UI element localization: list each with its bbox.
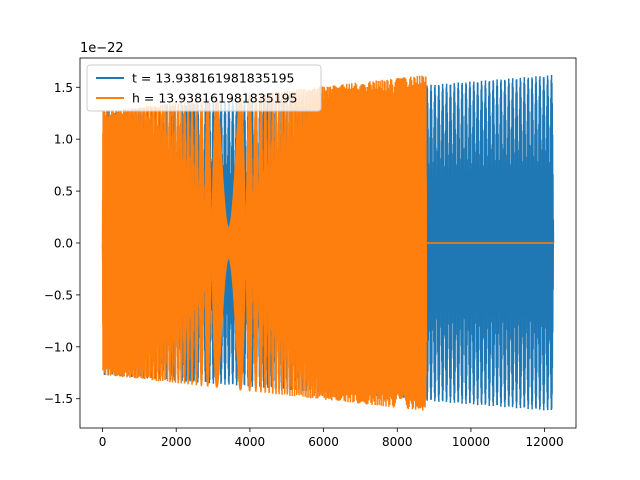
y-axis: −1.5 −1.0 −0.5 0.0 0.5 1.0 1.5 [44,81,80,406]
y-tick-label: −0.5 [44,288,73,302]
x-tick-label: 8000 [382,435,413,449]
x-tick-label: 10000 [452,435,490,449]
y-tick-label: 1.5 [54,81,73,95]
y-tick-label: −1.5 [44,392,73,406]
x-tick-label: 2000 [161,435,192,449]
y-tick-label: −1.0 [44,340,73,354]
x-tick-label: 6000 [308,435,339,449]
series-line-h [101,75,554,411]
y-offset-text: 1e−22 [80,41,124,56]
x-tick-label: 12000 [526,435,564,449]
y-tick-label: 1.0 [54,133,73,147]
legend-label: h = 13.938161981835195 [132,91,298,106]
x-tick-label: 0 [99,435,107,449]
legend: t = 13.938161981835195 h = 13.93816198183… [86,64,322,112]
y-tick-label: 0.5 [54,185,73,199]
x-tick-label: 4000 [235,435,266,449]
legend-box [86,64,322,112]
axes-frame [79,57,577,429]
plot-area [101,75,555,411]
x-axis: 0 2000 4000 6000 8000 10000 12000 [99,428,564,449]
legend-label: t = 13.938161981835195 [132,71,295,86]
y-tick-label: 0.0 [54,237,73,251]
